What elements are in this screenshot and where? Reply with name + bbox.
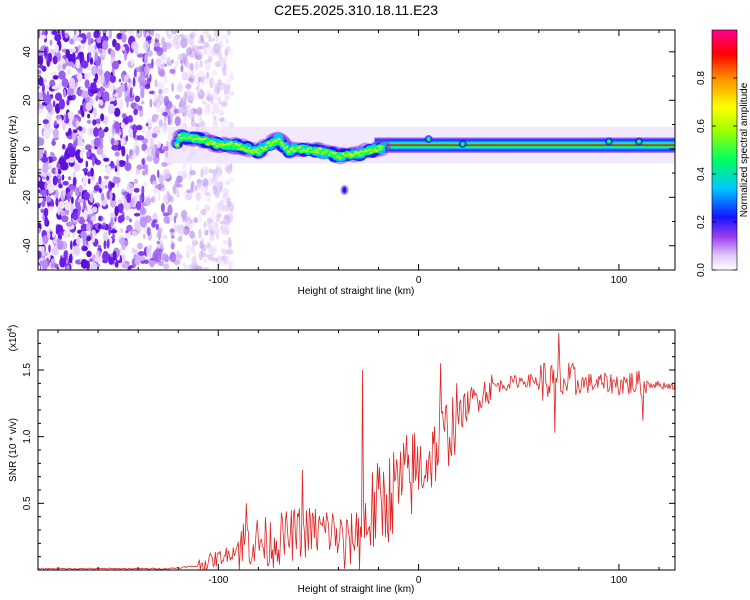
spectrogram-ytick-label: 40	[22, 46, 33, 58]
colorbar-tick-label: 0.4	[696, 167, 707, 181]
spectral-track	[170, 128, 643, 195]
colorbar-tick-label: 0.0	[696, 263, 707, 277]
snr-panel: -100 0 100 0.5 1.0 1.5 Height of straight lin…	[7, 325, 676, 595]
snr-frame	[37, 329, 676, 571]
spectrogram-ytick-label: -40	[22, 238, 33, 253]
colorbar-gradient	[711, 29, 738, 271]
snr-content	[38, 332, 675, 570]
snr-multiplier-exp: 4	[7, 328, 14, 332]
colorbar-label: Normalized spectral amplitude	[739, 82, 750, 217]
colorbar-tick-label: 0.2	[696, 215, 707, 229]
snr-ylabel: SNR (10 * v/v)	[8, 418, 19, 482]
snr-ytick-label: 1.0	[22, 429, 33, 443]
noise-speckles	[38, 30, 235, 270]
colorbar-tick-label: 0.6	[696, 119, 707, 133]
spectrogram-ylabel: Frequency (Hz)	[8, 116, 19, 185]
spectrogram-xtick-label: 0	[416, 275, 422, 286]
colorbar-ticks: 0.0 0.2 0.4 0.6 0.8	[696, 71, 737, 277]
spectrogram-ytick-label: 20	[22, 94, 33, 106]
colorbar-tick-label: 0.8	[696, 71, 707, 85]
colorbar: 0.0 0.2 0.4 0.6 0.8 Normalized spectral ampl…	[696, 29, 750, 277]
spectral-line-band	[374, 137, 675, 153]
snr-series-line	[38, 332, 675, 570]
snr-multiplier-base: (x10	[8, 331, 19, 351]
snr-xlabel: Height of straight line (km)	[298, 584, 415, 595]
snr-xtick-label: -100	[208, 575, 228, 586]
spectrogram-ticks: -100 0 100 -40 -20 0 20 40	[22, 30, 675, 286]
spectrogram-ytick-label: 0	[22, 146, 33, 152]
snr-multiplier: (x104)	[7, 325, 19, 352]
spectrogram-xtick-label: -100	[208, 275, 228, 286]
spectrogram-content	[38, 30, 675, 270]
spectrogram-ytick-label: -20	[22, 190, 33, 205]
figure-title: C2E5.2025.310.18.11.E23	[274, 2, 438, 18]
snr-ytick-label: 0.5	[22, 496, 33, 510]
spectrogram-xtick-label: 100	[611, 275, 628, 286]
spectrogram-panel: -100 0 100 -40 -20 0 20 40 Height of straight l…	[8, 29, 676, 297]
snr-xtick-label: 0	[416, 575, 422, 586]
snr-xtick-label: 100	[611, 575, 628, 586]
spectrogram-frame	[37, 29, 676, 271]
snr-ticks: -100 0 100 0.5 1.0 1.5	[22, 330, 675, 586]
snr-ytick-label: 1.5	[22, 363, 33, 377]
spectrogram-xlabel: Height of straight line (km)	[298, 286, 415, 297]
